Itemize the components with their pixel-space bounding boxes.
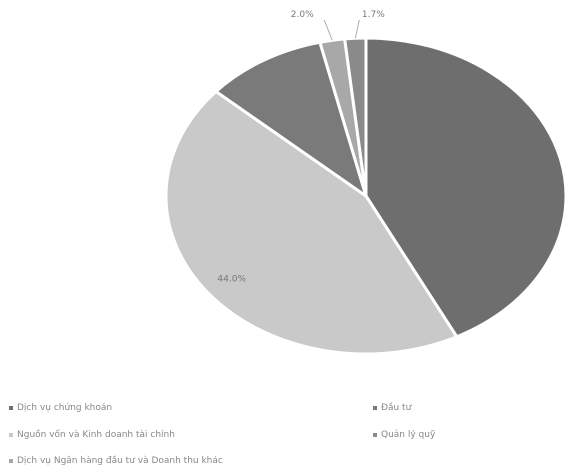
slice-data-label: 44.0% [217, 274, 246, 284]
leader-line [355, 20, 359, 38]
slice-data-label: 1.7% [362, 10, 385, 20]
slice-data-label: 2.0% [291, 10, 314, 20]
leader-line [324, 20, 332, 40]
